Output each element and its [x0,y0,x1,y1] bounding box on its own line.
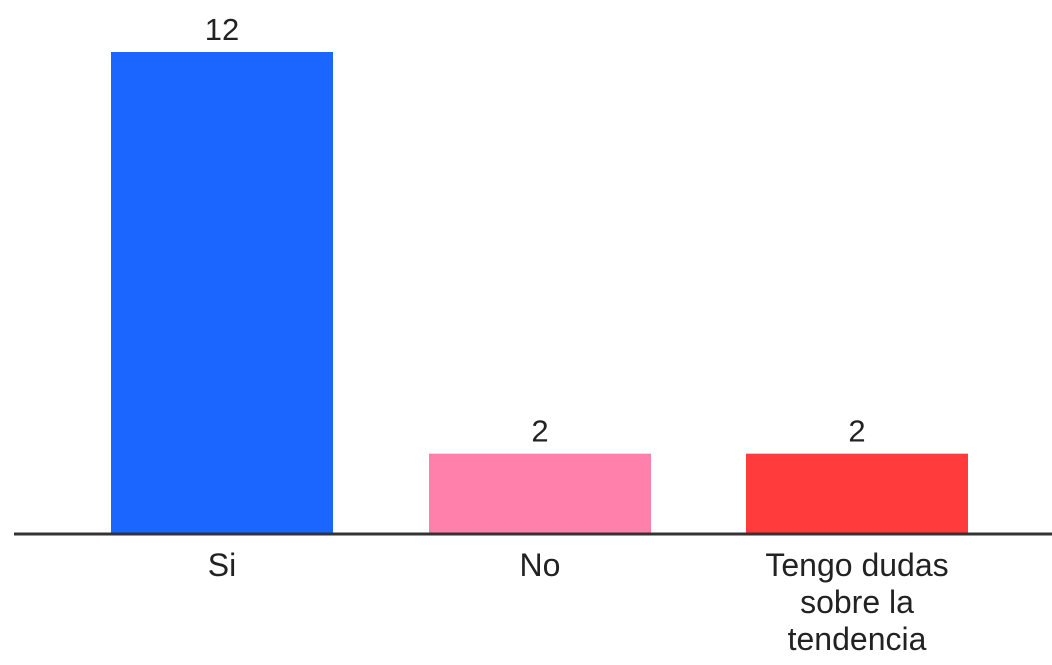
bar-2 [746,453,968,534]
bars-layer [111,52,968,534]
category-label-0-line-0: Si [208,547,236,583]
value-label-2: 2 [848,414,865,449]
value-label-0: 12 [205,12,239,47]
category-label-2-line-1: sobre la [800,584,914,620]
bar-0 [111,52,333,534]
bar-1 [429,453,651,534]
value-label-1: 2 [531,414,548,449]
category-label-2-line-2: tendencia [788,621,927,657]
value-labels-layer: 12 2 2 [205,12,866,449]
category-label-2-line-0: Tengo dudas [765,547,948,583]
category-label-1-line-0: No [520,547,561,583]
